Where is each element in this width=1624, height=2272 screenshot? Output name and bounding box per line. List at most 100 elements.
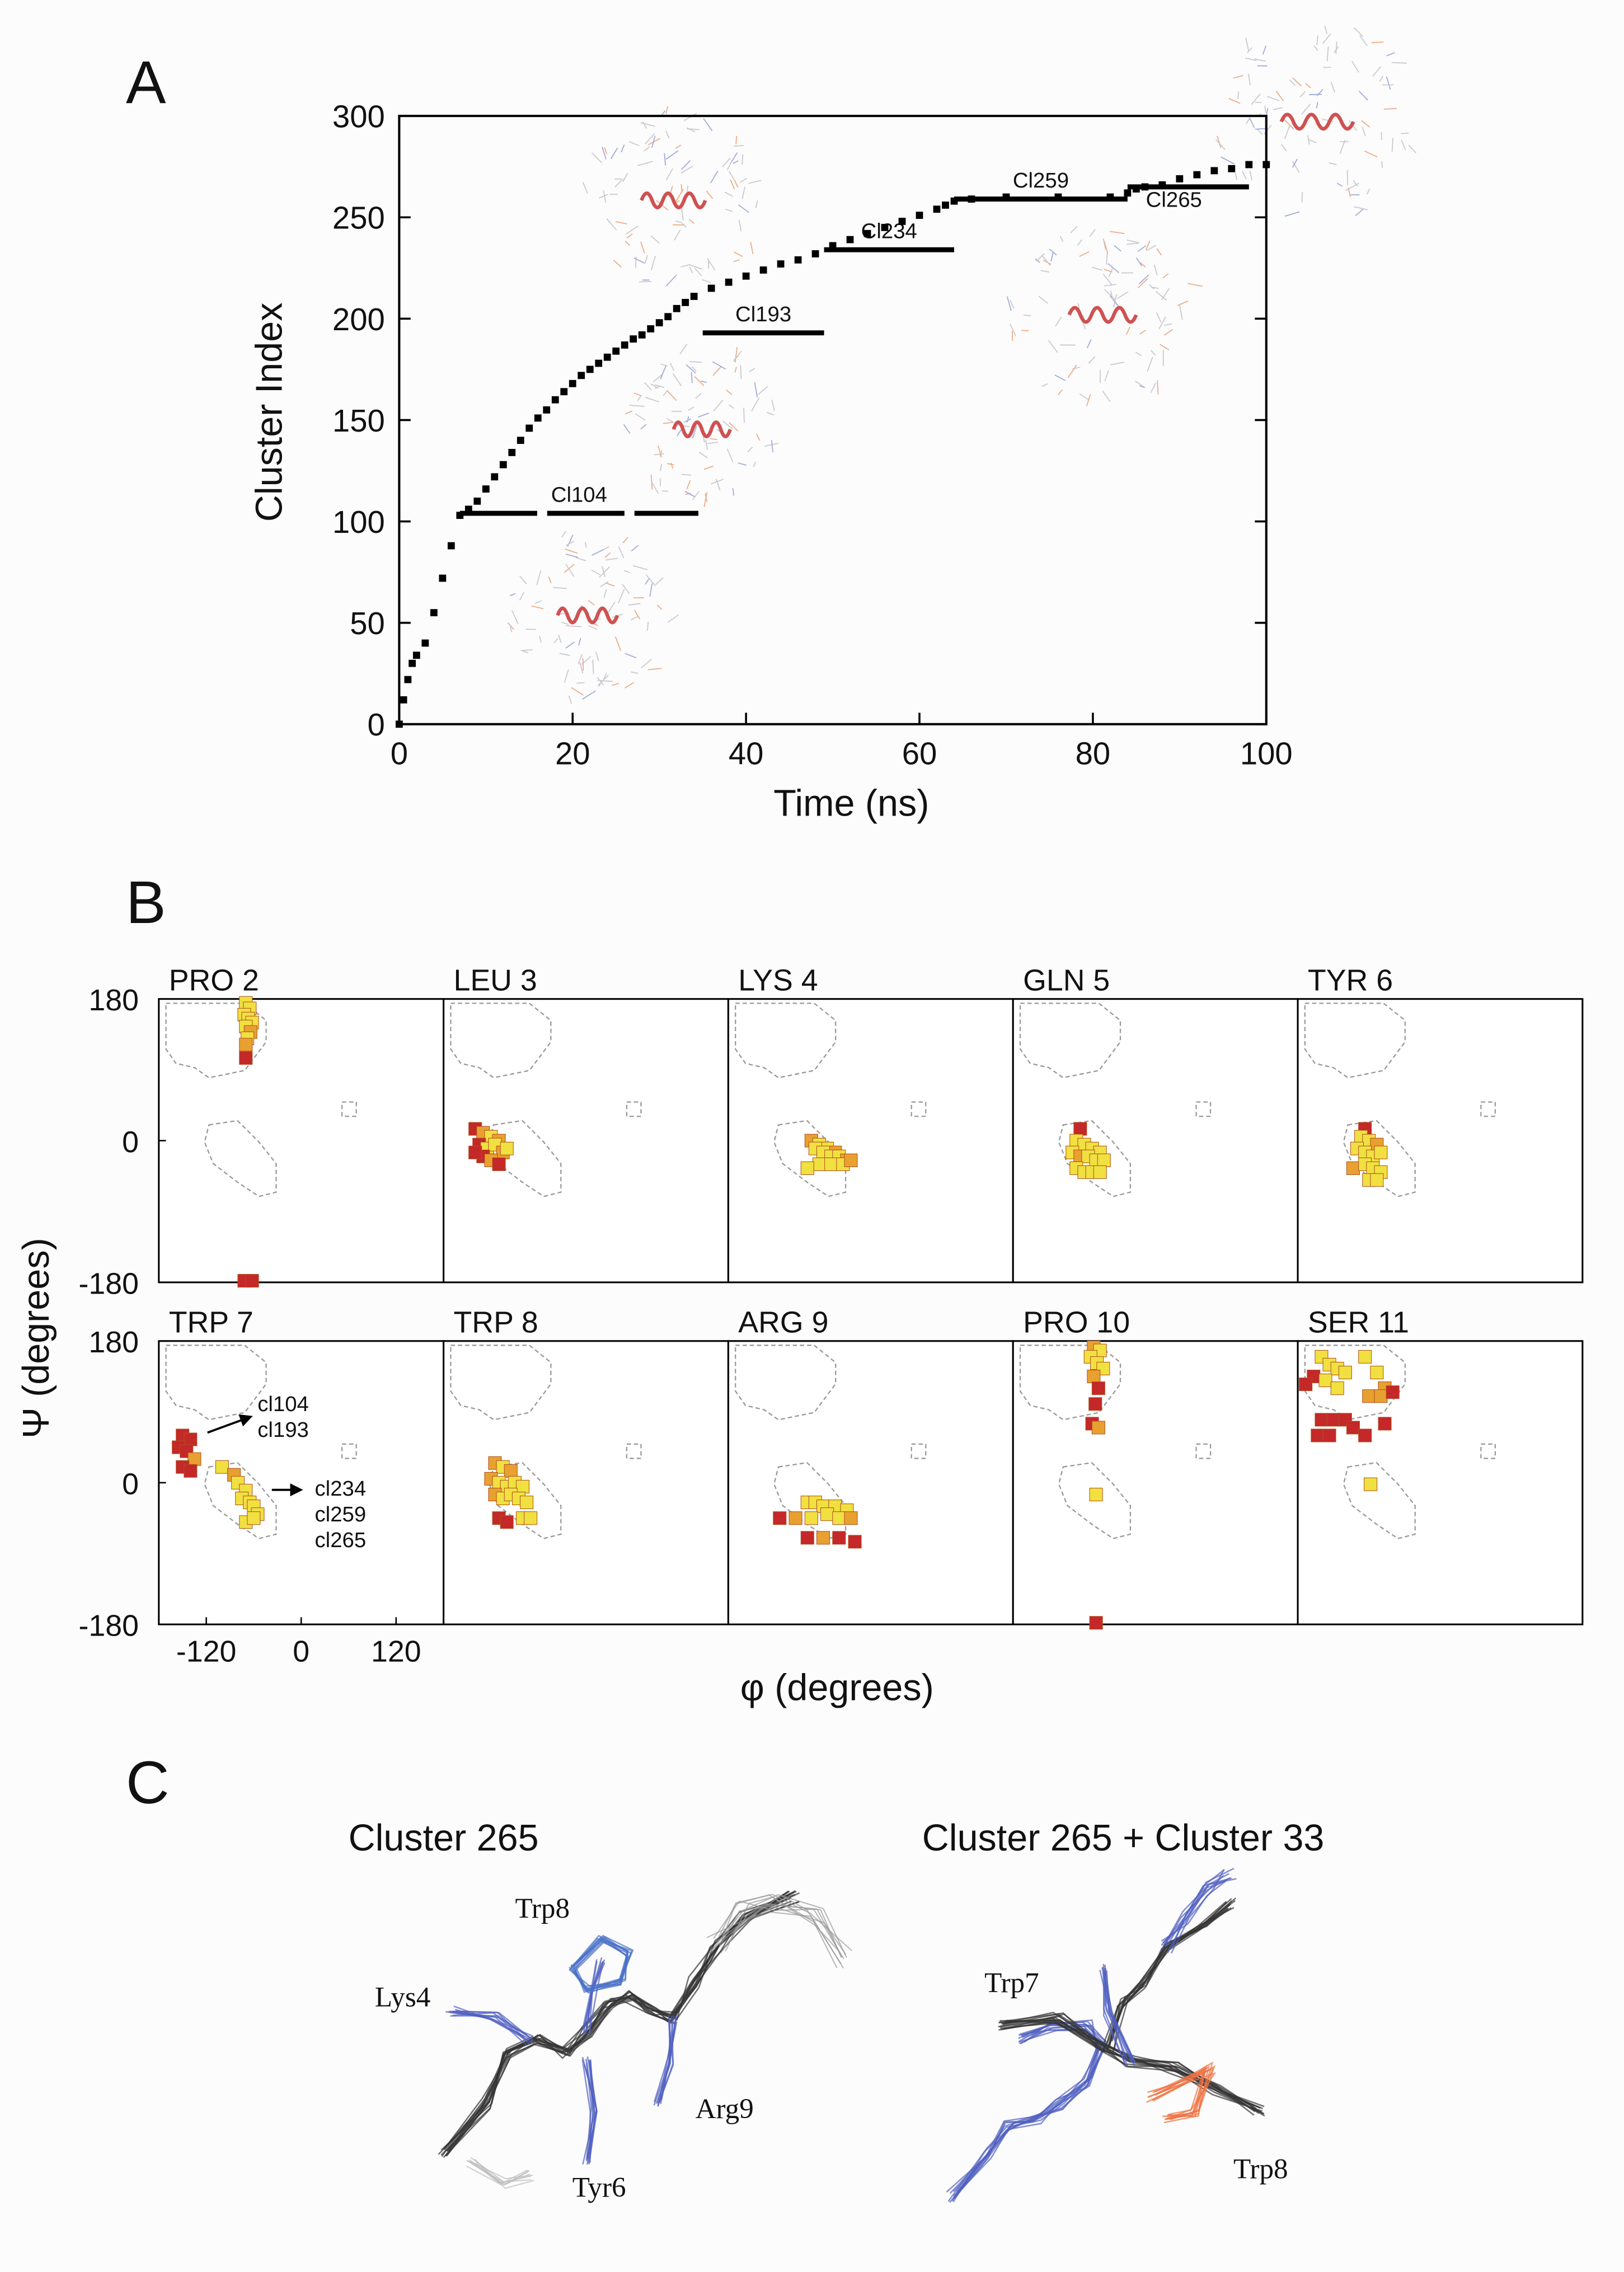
plot-frame bbox=[158, 1340, 445, 1625]
bond bbox=[1036, 253, 1045, 262]
bond bbox=[1188, 283, 1203, 287]
data-point bbox=[863, 229, 871, 237]
bond bbox=[758, 386, 768, 395]
bond bbox=[650, 383, 658, 389]
data-point bbox=[916, 212, 923, 219]
peptide bbox=[1067, 306, 1138, 324]
bond bbox=[582, 182, 588, 194]
data-point bbox=[881, 223, 889, 231]
structure-bundle bbox=[569, 1934, 634, 1994]
panel-label: A bbox=[126, 49, 166, 116]
bond bbox=[1086, 339, 1092, 349]
data-point bbox=[1193, 171, 1201, 179]
bond bbox=[711, 479, 724, 485]
bond bbox=[1011, 331, 1013, 341]
bond bbox=[1316, 35, 1318, 45]
bond bbox=[1364, 150, 1378, 157]
bond bbox=[694, 268, 702, 277]
bond bbox=[612, 682, 619, 686]
bond bbox=[669, 363, 675, 371]
bond bbox=[1035, 258, 1040, 263]
bond bbox=[692, 425, 697, 439]
bond bbox=[603, 190, 607, 203]
cluster-point bbox=[515, 1479, 529, 1493]
peptide bbox=[1279, 113, 1355, 131]
residue-label: Tyr6 bbox=[572, 2172, 626, 2204]
bond bbox=[738, 204, 749, 213]
bond bbox=[1163, 323, 1172, 326]
y-tick-label: 200 bbox=[332, 302, 385, 337]
bond bbox=[614, 179, 623, 188]
bond bbox=[1335, 41, 1337, 54]
bond bbox=[640, 241, 645, 254]
strand bbox=[450, 2011, 530, 2040]
bond bbox=[582, 690, 596, 700]
bond bbox=[688, 406, 694, 411]
data-point bbox=[647, 325, 655, 332]
data-point bbox=[968, 195, 975, 203]
strand bbox=[999, 2015, 1255, 2116]
bond bbox=[603, 589, 607, 598]
bond bbox=[604, 147, 608, 154]
panel-label: B bbox=[126, 869, 166, 936]
cluster-point bbox=[1091, 1381, 1105, 1395]
bond bbox=[1235, 172, 1237, 180]
bond bbox=[1275, 91, 1284, 101]
bond bbox=[578, 638, 581, 646]
cluster-point bbox=[1089, 1487, 1103, 1502]
strand bbox=[999, 2022, 1254, 2107]
bond bbox=[1362, 127, 1366, 137]
data-point bbox=[612, 347, 620, 355]
bond bbox=[1330, 82, 1336, 93]
y-tick-label: 150 bbox=[332, 403, 385, 438]
bond bbox=[703, 118, 713, 132]
bond bbox=[1147, 357, 1153, 372]
bond bbox=[1139, 262, 1146, 268]
bond bbox=[680, 165, 693, 174]
bond bbox=[707, 258, 716, 270]
data-point bbox=[655, 319, 663, 326]
strand bbox=[1002, 2011, 1262, 2113]
strand bbox=[445, 1891, 797, 2157]
bond bbox=[665, 106, 669, 114]
bond bbox=[625, 410, 633, 415]
bond bbox=[1157, 380, 1159, 395]
bond bbox=[568, 695, 572, 704]
bond bbox=[621, 144, 625, 153]
allowed-region bbox=[1195, 1443, 1212, 1459]
bond bbox=[1359, 35, 1368, 46]
x-tick-label: 40 bbox=[729, 736, 764, 771]
bond bbox=[750, 242, 754, 254]
bond bbox=[729, 171, 735, 180]
bond bbox=[754, 382, 758, 398]
bond bbox=[729, 404, 734, 409]
bond bbox=[1163, 329, 1174, 336]
cluster-point bbox=[1358, 1350, 1372, 1364]
bond bbox=[1316, 101, 1318, 109]
plot-frame bbox=[727, 998, 1014, 1283]
cluster-point bbox=[1322, 1428, 1336, 1442]
bond bbox=[642, 121, 647, 129]
data-point bbox=[517, 437, 524, 444]
bond bbox=[623, 424, 631, 434]
bond bbox=[640, 424, 647, 430]
data-point bbox=[811, 250, 819, 257]
bond bbox=[539, 636, 542, 643]
allowed-region bbox=[626, 1443, 642, 1459]
bond bbox=[1067, 364, 1077, 378]
molecule-render bbox=[1006, 226, 1203, 406]
bond bbox=[729, 422, 739, 432]
data-point bbox=[404, 676, 412, 683]
data-point bbox=[473, 497, 481, 505]
cluster-point bbox=[524, 1511, 538, 1525]
cluster-point bbox=[500, 1515, 514, 1529]
y-tick-label: 180 bbox=[88, 1325, 139, 1359]
bond bbox=[633, 392, 642, 397]
bond bbox=[1156, 248, 1162, 256]
bond bbox=[1135, 381, 1146, 388]
cluster-point bbox=[812, 1157, 826, 1172]
bond bbox=[1150, 382, 1157, 393]
bond bbox=[667, 463, 674, 466]
bond bbox=[553, 638, 558, 644]
bond bbox=[585, 542, 587, 548]
